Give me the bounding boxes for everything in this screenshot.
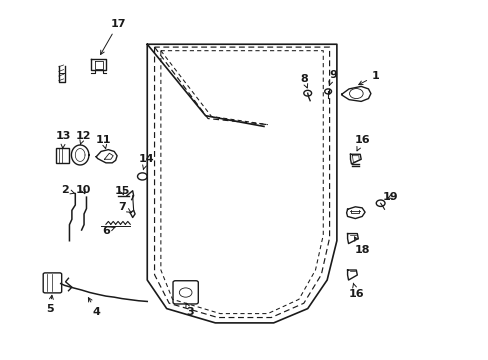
Text: 11: 11	[96, 135, 111, 149]
Text: 3: 3	[185, 303, 193, 317]
Text: 10: 10	[75, 185, 91, 195]
Text: 12: 12	[75, 131, 91, 144]
Text: 7: 7	[118, 202, 131, 212]
Text: 4: 4	[88, 298, 101, 317]
Text: 2: 2	[61, 185, 74, 195]
Text: 1: 1	[358, 71, 379, 85]
Text: 16: 16	[354, 135, 369, 151]
Text: 13: 13	[56, 131, 71, 148]
Text: 9: 9	[328, 69, 336, 85]
Text: 18: 18	[354, 237, 369, 255]
Text: 19: 19	[382, 192, 397, 202]
Text: 16: 16	[348, 283, 364, 298]
Text: 17: 17	[101, 19, 125, 54]
Text: 5: 5	[46, 295, 54, 314]
Text: 14: 14	[138, 154, 154, 170]
Text: 15: 15	[114, 186, 129, 196]
Text: 8: 8	[299, 74, 307, 88]
Text: 6: 6	[102, 226, 115, 236]
Bar	[56, 148, 69, 163]
